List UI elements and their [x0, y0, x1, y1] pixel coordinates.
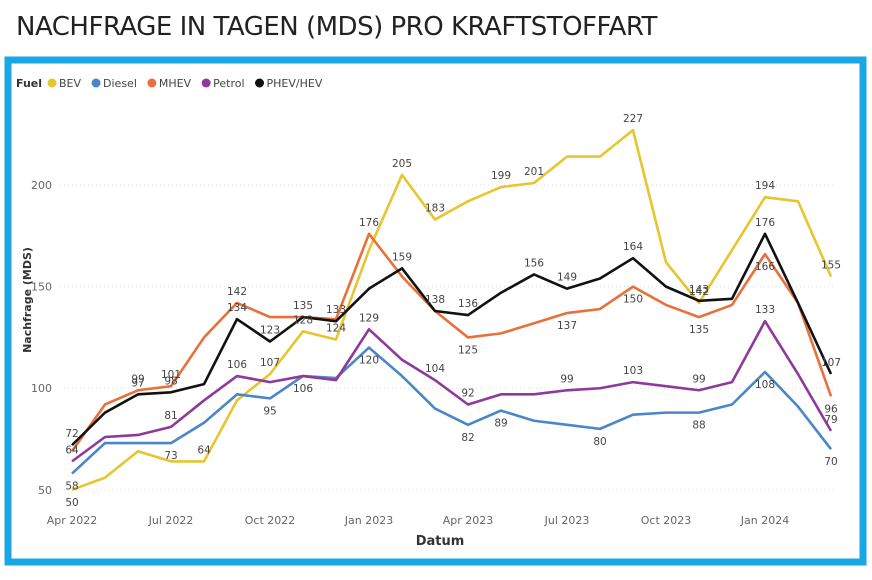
data-label: 143 — [689, 284, 709, 296]
x-tick-label: Jul 2023 — [544, 514, 590, 527]
data-label: 106 — [293, 383, 313, 395]
x-tick-label: Oct 2023 — [641, 514, 692, 527]
data-label: 155 — [821, 259, 841, 271]
data-label: 156 — [524, 257, 544, 269]
x-tick-label: Jan 2024 — [740, 514, 789, 527]
legend-swatch — [91, 78, 101, 88]
y-tick-label: 200 — [31, 179, 52, 192]
data-label: 96 — [824, 403, 838, 415]
legend-label: BEV — [59, 77, 81, 90]
data-label: 205 — [392, 158, 412, 170]
legend-label: MHEV — [159, 77, 192, 90]
x-tick-label: Oct 2022 — [245, 514, 296, 527]
legend-swatch — [255, 78, 265, 88]
data-label: 201 — [524, 166, 544, 178]
data-label: 98 — [164, 375, 177, 387]
legend-swatch — [147, 78, 157, 88]
data-label: 73 — [164, 450, 177, 462]
series-line — [71, 346, 833, 475]
data-label: 134 — [227, 302, 247, 314]
data-label: 142 — [689, 286, 709, 298]
data-label: 227 — [623, 113, 643, 125]
data-label: 133 — [755, 304, 775, 316]
data-label: 108 — [755, 379, 775, 391]
data-label: 123 — [260, 324, 280, 336]
data-label: 58 — [65, 481, 78, 493]
data-label: 99 — [692, 373, 705, 385]
series-line — [71, 232, 833, 447]
data-label: 136 — [458, 298, 478, 310]
data-label: 80 — [593, 436, 606, 448]
data-label: 81 — [164, 410, 177, 422]
data-label: 129 — [359, 312, 379, 324]
y-tick-label: 100 — [31, 382, 52, 395]
data-label: 142 — [227, 286, 247, 298]
data-label: 183 — [425, 203, 445, 215]
x-tick-label: Jan 2023 — [344, 514, 393, 527]
data-label: 95 — [263, 405, 276, 417]
y-tick-label: 150 — [31, 281, 52, 294]
y-tick-label: 50 — [38, 484, 52, 497]
frame — [4, 56, 867, 566]
x-axis-label: Datum — [416, 534, 465, 549]
data-label: 99 — [560, 373, 573, 385]
data-label: 135 — [293, 300, 313, 312]
x-tick-label: Jul 2022 — [148, 514, 194, 527]
data-label: 50 — [65, 497, 78, 509]
data-label: 103 — [623, 365, 643, 377]
data-label: 120 — [359, 355, 379, 367]
data-label: 137 — [557, 320, 577, 332]
data-label: 70 — [824, 456, 837, 468]
legend-swatch — [47, 78, 57, 88]
data-label: 72 — [65, 428, 78, 440]
data-label: 149 — [557, 272, 577, 284]
data-label: 104 — [425, 363, 445, 375]
data-label: 138 — [425, 294, 445, 306]
series-line — [71, 128, 833, 492]
data-label: 199 — [491, 170, 511, 182]
data-label: 166 — [755, 261, 775, 273]
title: NACHFRAGE IN TAGEN (MDS) PRO KRAFTSTOFFA… — [16, 12, 657, 42]
data-label: 124 — [326, 322, 346, 334]
data-label: 99 — [131, 373, 144, 385]
data-label: 194 — [755, 180, 775, 192]
x-tick-label: Apr 2022 — [47, 514, 98, 527]
data-label: 92 — [461, 387, 474, 399]
series-line — [71, 319, 833, 463]
data-label: 125 — [458, 344, 478, 356]
legend-label: PHEV/HEV — [267, 77, 323, 90]
data-label: 128 — [293, 314, 313, 326]
data-label: 133 — [326, 304, 346, 316]
data-label: 107 — [821, 357, 841, 369]
data-label: 88 — [692, 420, 705, 432]
data-label: 176 — [755, 217, 775, 229]
data-label: 159 — [392, 251, 412, 263]
legend-label: Petrol — [213, 77, 244, 90]
data-label: 82 — [461, 432, 474, 444]
legend-title: Fuel — [16, 77, 42, 90]
x-tick-label: Apr 2023 — [443, 514, 494, 527]
data-label: 135 — [689, 324, 709, 336]
series-line — [70, 232, 833, 452]
data-label: 101 — [161, 369, 181, 381]
data-label: 106 — [227, 359, 247, 371]
data-label: 64 — [65, 444, 79, 456]
y-axis-label: Nachfrage (MDS) — [21, 247, 34, 353]
data-label: 97 — [131, 377, 144, 389]
data-label: 79 — [824, 414, 837, 426]
data-label: 150 — [623, 294, 643, 306]
data-label: 64 — [197, 444, 211, 456]
legend-label: Diesel — [103, 77, 137, 90]
data-label: 164 — [623, 241, 643, 253]
data-label: 89 — [494, 418, 507, 430]
data-label: 176 — [359, 217, 379, 229]
legend-swatch — [201, 78, 211, 88]
data-label: 107 — [260, 357, 280, 369]
